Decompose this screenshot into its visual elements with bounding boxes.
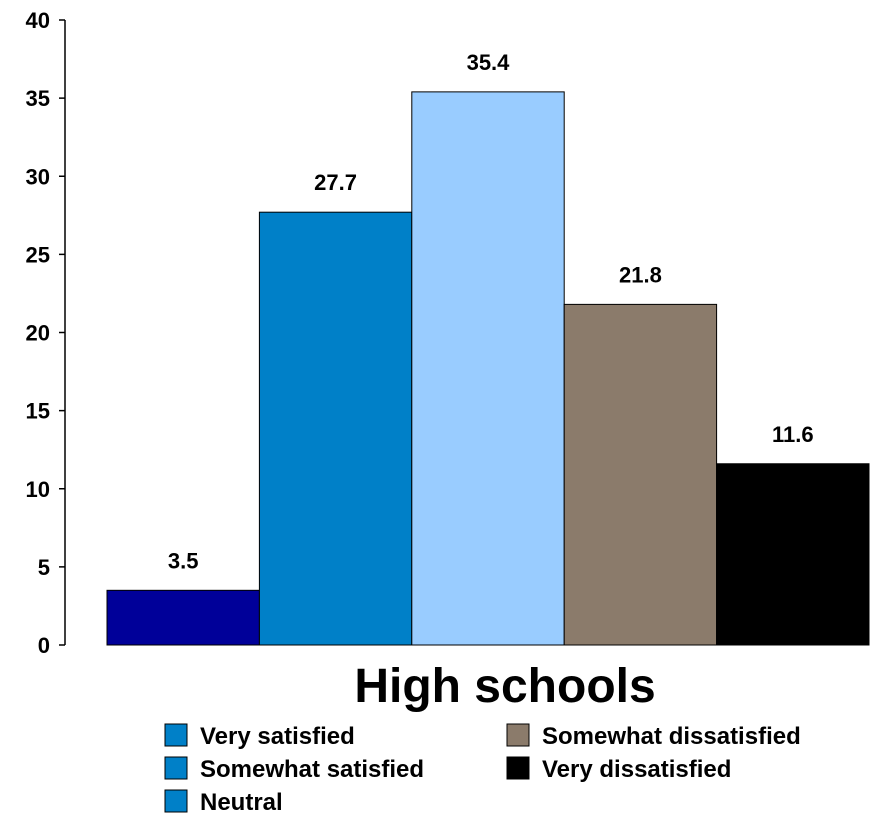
legend-label: Very dissatisfied — [542, 756, 731, 783]
legend-label: Somewhat satisfied — [200, 756, 424, 783]
bar-value-label: 21.8 — [619, 262, 662, 287]
y-tick-label: 15 — [26, 399, 50, 424]
bars-group — [106, 91, 870, 646]
legend-swatch — [164, 756, 188, 780]
bar-value-label: 27.7 — [314, 170, 357, 195]
y-tick-label: 35 — [26, 86, 50, 111]
legend-swatch — [164, 789, 188, 813]
x-category-label: High schools — [354, 660, 655, 713]
y-tick-label: 30 — [26, 164, 50, 189]
bar-value-label: 35.4 — [467, 50, 511, 75]
bar-value-label: 3.5 — [168, 548, 199, 573]
legend-label: Somewhat dissatisfied — [542, 723, 801, 750]
bar — [716, 463, 870, 646]
legend: Very satisfied Somewhat satisfied Neutral S… — [164, 723, 801, 816]
bar-value-label: 11.6 — [772, 422, 814, 447]
legend-swatch — [164, 723, 188, 747]
y-axis-ticks: 0 5 10 15 20 25 30 35 40 — [26, 8, 65, 658]
value-labels-group: 3.5 27.7 35.4 21.8 11.6 — [168, 50, 814, 573]
bar — [563, 303, 718, 646]
bar — [106, 589, 260, 646]
y-tick-label: 0 — [38, 633, 50, 658]
legend-label: Neutral — [200, 789, 283, 816]
legend-label: Very satisfied — [200, 723, 355, 750]
bar — [411, 91, 565, 646]
y-tick-label: 25 — [26, 242, 50, 267]
y-tick-label: 20 — [26, 321, 50, 346]
y-tick-label: 5 — [38, 555, 50, 580]
legend-swatch — [506, 723, 530, 747]
y-tick-label: 40 — [26, 8, 50, 33]
bar — [258, 211, 413, 646]
legend-swatch — [506, 756, 530, 780]
y-tick-label: 10 — [26, 477, 50, 502]
